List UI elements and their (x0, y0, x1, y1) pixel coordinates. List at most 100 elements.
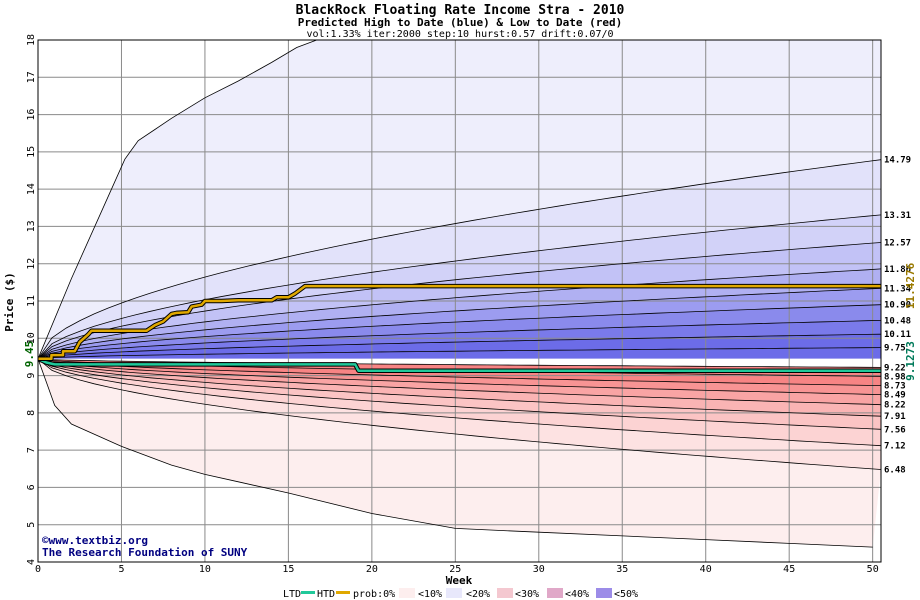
band-center (38, 358, 881, 368)
end-value-label: 7.91 (884, 412, 906, 422)
end-value-label: 13.31 (884, 211, 911, 221)
end-value-label: 7.56 (884, 425, 906, 435)
outer-upper-curve (38, 40, 318, 359)
legend-ltd-swatch (301, 591, 315, 594)
legend-ltd-label: LTD (283, 589, 301, 600)
x-tick-label: 5 (118, 564, 124, 575)
ltd-final-label: 9.1273 (904, 341, 917, 381)
y-tick-label: 12 (26, 258, 37, 270)
y-tick-label: 15 (26, 146, 37, 158)
upper-curve-2 (38, 214, 881, 360)
upper-curve-1 (38, 159, 881, 360)
end-value-label: 11.86 (884, 265, 911, 275)
y-tick-label: 10 (26, 332, 37, 344)
upper-curve-8 (38, 333, 881, 360)
band-lower-3 (38, 358, 881, 405)
lower-curve-3 (38, 358, 881, 395)
plot-area (37, 39, 882, 563)
band-upper-9 (38, 347, 881, 359)
end-value-label: 8.22 (884, 401, 906, 411)
legend-htd-label: HTD (317, 589, 335, 600)
ltd-line (38, 357, 881, 372)
end-value-label: 10.48 (884, 316, 911, 326)
upper-curve-3 (38, 242, 881, 360)
x-tick-label: 40 (700, 564, 712, 575)
plot-frame (37, 39, 882, 563)
end-value-label: 7.12 (884, 442, 906, 452)
y-axis-label: Price ($) (3, 272, 16, 332)
band-lower-5 (38, 358, 881, 430)
end-value-label: 14.79 (884, 156, 911, 166)
y-tick-label: 17 (26, 71, 37, 83)
x-tick-label: 45 (783, 564, 795, 575)
legend-swatch-20 (497, 588, 513, 598)
y-axis-ticks: 4 5 6 7 8 9 10 11 12 13 14 15 16 17 18 (26, 34, 37, 565)
upper-curve-6 (38, 304, 881, 360)
band-lower-6 (38, 358, 881, 446)
end-value-label: 9.22 (884, 363, 906, 373)
end-value-label: 8.73 (884, 382, 906, 392)
lower-curve-5 (38, 358, 881, 417)
end-value-label: 11.34 (884, 284, 912, 294)
series-lines (38, 283, 881, 373)
end-value-label: 12.57 (884, 239, 911, 249)
y-tick-label: 9 (26, 373, 37, 379)
chart-parameters: vol:1.33% iter:2000 step:10 hurst:0.57 d… (306, 29, 613, 40)
y-tick-label: 6 (26, 484, 37, 490)
x-tick-label: 15 (282, 564, 294, 575)
band-upper-7 (38, 320, 881, 359)
lower-curve-2 (38, 358, 881, 386)
legend: LTD HTD prob:0% <10% <20% <30% <40% <50% (283, 588, 638, 600)
legend-swatch-0 (399, 588, 415, 598)
x-tick-label: 30 (533, 564, 545, 575)
y-tick-label: 7 (26, 447, 37, 453)
x-tick-label: 50 (867, 564, 879, 575)
lower-curve-7 (38, 358, 881, 447)
band-lower-2 (38, 358, 881, 395)
credit-box: ©www.textbiz.org The Research Foundation… (42, 534, 248, 559)
band-lower-7 (38, 358, 881, 470)
percentile-curves (38, 40, 881, 548)
x-axis-ticks: 0 5 10 15 20 25 30 35 40 45 50 (35, 564, 879, 575)
upper-curve-7 (38, 320, 881, 360)
x-tick-label: 0 (35, 564, 41, 575)
y-tick-label: 5 (26, 522, 37, 528)
end-value-label: 8.49 (884, 391, 906, 401)
legend-lt30-label: <30% (515, 589, 539, 600)
legend-swatch-40 (596, 588, 612, 598)
band-lower-8 (38, 358, 881, 548)
legend-lt20-label: <20% (466, 589, 490, 600)
y-tick-label: 16 (26, 109, 37, 121)
band-lower-4 (38, 358, 881, 417)
x-tick-label: 20 (366, 564, 378, 575)
lower-curve-4 (38, 358, 881, 406)
upper-curve-5 (38, 287, 881, 360)
end-value-label: 10.11 (884, 330, 911, 340)
band-upper-1 (38, 159, 881, 359)
outer-lower-curve (38, 358, 873, 548)
y-tick-label: 4 (26, 559, 37, 565)
band-upper-6 (38, 304, 881, 359)
legend-prob-label: prob:0% (353, 589, 395, 600)
start-value-label: 9.45 (23, 341, 36, 368)
x-axis-label: Week (446, 574, 473, 587)
end-value-labels: 14.79 13.31 12.57 11.86 11.34 10.90 10.48 10.11… (884, 156, 912, 476)
lower-curve-6 (38, 358, 881, 430)
upper-curve-9 (38, 347, 881, 360)
y-tick-label: 8 (26, 410, 37, 416)
band-upper-0 (38, 40, 881, 359)
band-upper-3 (38, 242, 881, 359)
upper-curve-4 (38, 268, 881, 360)
y-tick-label: 14 (26, 183, 37, 195)
chart-title: BlackRock Floating Rate Income Stra - 20… (296, 3, 625, 18)
legend-lt10-label: <10% (418, 589, 442, 600)
band-upper-4 (38, 268, 881, 359)
y-tick-label: 13 (26, 220, 37, 232)
x-tick-label: 10 (199, 564, 211, 575)
legend-lt40-label: <40% (565, 589, 589, 600)
end-value-label: 8.98 (884, 372, 906, 382)
legend-htd-swatch (336, 591, 350, 594)
x-tick-label: 35 (616, 564, 628, 575)
lower-curve-0 (38, 358, 881, 368)
